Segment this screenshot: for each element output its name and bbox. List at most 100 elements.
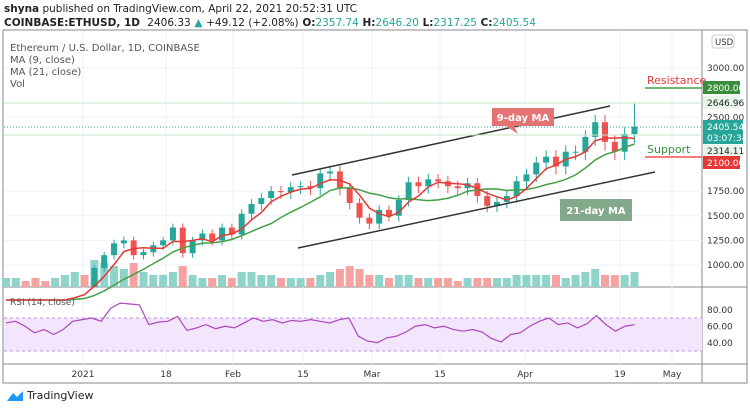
volume-bar bbox=[218, 275, 227, 287]
svg-text:2100.00: 2100.00 bbox=[707, 159, 744, 169]
publish-info: shyna published on TradingView.com, Apri… bbox=[4, 3, 357, 15]
volume-bar bbox=[110, 266, 119, 287]
x-tick-label: Feb bbox=[225, 370, 241, 380]
volume-bar bbox=[443, 278, 452, 287]
volume-bar bbox=[365, 275, 374, 287]
volume-bar bbox=[375, 275, 384, 287]
volume-bar bbox=[149, 275, 158, 287]
ma9-line bbox=[5, 136, 635, 301]
rsi-tick-label: 40.00 bbox=[707, 339, 733, 349]
candle bbox=[189, 240, 196, 254]
volume-bar bbox=[394, 275, 403, 287]
candle bbox=[621, 133, 628, 152]
volume-bar bbox=[178, 266, 187, 287]
volume-bar bbox=[434, 278, 443, 287]
candle bbox=[385, 209, 392, 216]
volume-bar bbox=[60, 275, 69, 287]
candle bbox=[160, 240, 167, 246]
candle bbox=[219, 227, 226, 241]
candle bbox=[631, 126, 638, 134]
ma21-callout[interactable]: 21-day MA bbox=[560, 199, 632, 221]
candle bbox=[140, 252, 147, 256]
volume-bar bbox=[335, 269, 344, 287]
y-tick-label: 1500.00 bbox=[707, 212, 744, 222]
candle bbox=[120, 240, 127, 244]
candle bbox=[454, 186, 461, 189]
x-tick-label: 2021 bbox=[72, 370, 95, 380]
volume-bar bbox=[100, 263, 109, 287]
tag-low: 2314.11 bbox=[703, 145, 744, 157]
volume-bar bbox=[630, 272, 639, 287]
low-label: L: bbox=[422, 17, 434, 29]
volume-bar bbox=[601, 275, 610, 287]
volume-bar bbox=[2, 278, 10, 287]
legend-ma9[interactable]: MA (9, close) bbox=[10, 55, 75, 66]
candle bbox=[317, 173, 324, 189]
volume-bar bbox=[276, 278, 285, 287]
volume-bar bbox=[581, 272, 590, 287]
tag-support: 2100.00 bbox=[703, 156, 744, 169]
candle bbox=[287, 187, 294, 193]
y-tick-label: 1750.00 bbox=[707, 187, 744, 197]
candle bbox=[503, 196, 510, 202]
author[interactable]: shyna bbox=[4, 3, 40, 15]
volume-bar bbox=[591, 269, 600, 287]
chart-frame bbox=[2, 29, 748, 384]
volume-bar bbox=[70, 272, 79, 287]
legend-title: Ethereum / U.S. Dollar, 1D, COINBASE bbox=[10, 43, 200, 54]
x-tick-label: Apr bbox=[517, 370, 533, 380]
candle bbox=[533, 162, 540, 175]
candle bbox=[248, 203, 255, 214]
volume-bar bbox=[493, 278, 501, 287]
ma9-callout[interactable]: 9-day MA bbox=[492, 108, 554, 134]
volume-bar bbox=[483, 278, 492, 287]
legend-ma21[interactable]: MA (21, close) bbox=[10, 67, 81, 78]
volume-bar bbox=[512, 275, 521, 287]
candle bbox=[484, 196, 491, 206]
candle bbox=[435, 179, 442, 182]
high-value: 2646.20 bbox=[375, 17, 419, 29]
change: +49.12 (+2.08%) bbox=[206, 17, 299, 29]
volume-bar bbox=[561, 278, 570, 287]
svg-text:USD: USD bbox=[715, 38, 734, 48]
volume-bar bbox=[571, 275, 580, 287]
svg-text:03:07:34: 03:07:34 bbox=[707, 134, 748, 144]
channel-upper[interactable] bbox=[291, 105, 611, 176]
volume-bar bbox=[453, 281, 462, 287]
candle bbox=[376, 209, 383, 224]
candle bbox=[464, 183, 471, 189]
legend-vol[interactable]: Vol bbox=[10, 79, 25, 90]
x-tick-label: Mar bbox=[364, 370, 381, 380]
rsi-line bbox=[5, 302, 635, 344]
legend-rsi[interactable]: RSI (14, close) bbox=[10, 298, 75, 308]
volume-bar bbox=[11, 278, 20, 287]
candle bbox=[111, 243, 118, 256]
volume-bar bbox=[542, 275, 551, 287]
y-tick-label: 1250.00 bbox=[707, 236, 744, 246]
volume-bar bbox=[31, 278, 40, 287]
currency-button[interactable]: USD bbox=[711, 34, 735, 49]
open-label: O: bbox=[302, 17, 316, 29]
volume-bar bbox=[159, 275, 168, 287]
ma21-callout-text: 21-day MA bbox=[566, 206, 626, 217]
volume-bar bbox=[80, 275, 89, 287]
volume-bar bbox=[620, 275, 629, 287]
candle bbox=[277, 191, 284, 193]
last-price: 2406.33 bbox=[147, 17, 191, 29]
channel-lower[interactable] bbox=[297, 171, 656, 249]
rsi-band bbox=[4, 318, 702, 351]
candle bbox=[602, 122, 609, 142]
candle bbox=[592, 122, 599, 137]
y-tick-label: 3000.00 bbox=[707, 64, 744, 74]
volume-bar bbox=[119, 269, 128, 287]
x-tick-label: 15 bbox=[297, 370, 308, 380]
tradingview-logo[interactable]: TradingView bbox=[6, 389, 93, 402]
x-tick-label: 19 bbox=[614, 370, 626, 380]
candle bbox=[327, 171, 334, 174]
tag-resistance: 2800.00 bbox=[703, 81, 744, 94]
volume-bar bbox=[306, 278, 315, 287]
candle bbox=[268, 191, 275, 199]
candle bbox=[415, 182, 422, 187]
